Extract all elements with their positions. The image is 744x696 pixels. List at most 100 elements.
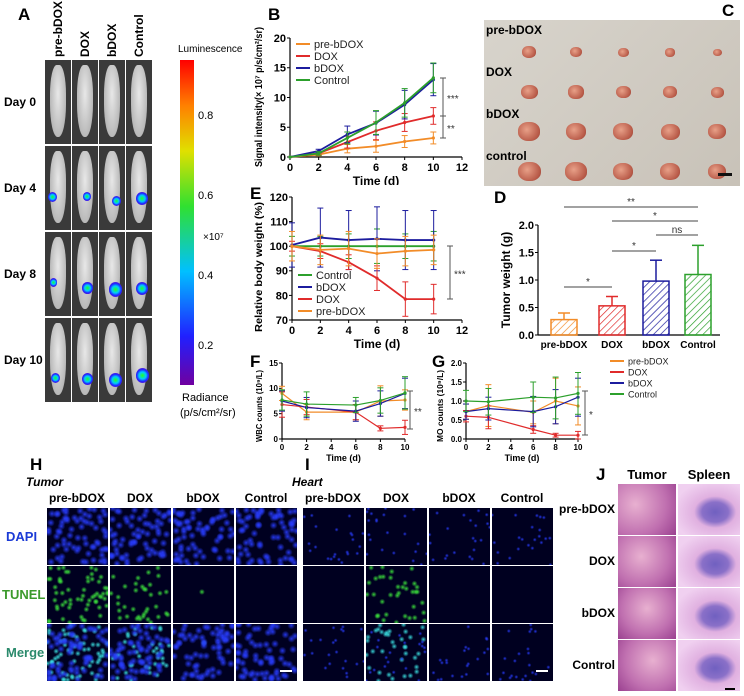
heart-tunel-image bbox=[366, 566, 427, 623]
mouse-image bbox=[99, 232, 125, 316]
x-axis-label: Time (d) bbox=[505, 453, 540, 463]
x-axis-label: Time (d) bbox=[326, 453, 361, 463]
legend-label: Control bbox=[628, 389, 657, 399]
mouse-body bbox=[49, 323, 67, 396]
tumor-photo: pre-bDOX DOX bDOX control bbox=[484, 20, 740, 186]
y-tick-label: 2.0 bbox=[519, 220, 534, 232]
x-tick-label: 10 bbox=[428, 325, 440, 337]
x-tick-label: 4 bbox=[329, 443, 334, 452]
data-point bbox=[431, 136, 435, 140]
panel-i-label: I bbox=[305, 455, 310, 474]
luminescence-signal bbox=[108, 372, 122, 387]
data-point bbox=[403, 139, 407, 144]
tumor-group-header: pre-bDOX bbox=[48, 491, 106, 505]
mouse-image bbox=[126, 318, 152, 402]
legend-item: Control bbox=[610, 389, 657, 399]
mouse-body bbox=[76, 237, 94, 310]
histology-row-label: pre-bDOX bbox=[558, 502, 615, 516]
data-point bbox=[432, 248, 436, 252]
y-tick-label: 120 bbox=[270, 192, 288, 204]
series-DOX bbox=[289, 240, 437, 317]
tumor-specimen bbox=[566, 123, 586, 140]
heart-merge-image bbox=[303, 624, 364, 681]
legend-item: bDOX bbox=[296, 63, 345, 75]
y-tick-label: 90 bbox=[276, 266, 288, 278]
tumor-histology-image bbox=[618, 536, 676, 587]
data-point bbox=[531, 395, 535, 399]
x-tick-label: 4 bbox=[509, 443, 514, 452]
data-point bbox=[431, 76, 435, 80]
day-label: Day 8 bbox=[4, 267, 37, 281]
mouse-image bbox=[72, 318, 98, 402]
y-tick-label: 70 bbox=[276, 315, 288, 327]
x-tick-label: 8 bbox=[402, 162, 408, 174]
category-label: pre-bDOX bbox=[541, 340, 588, 351]
tumor-specimen bbox=[565, 162, 587, 181]
data-point bbox=[375, 276, 379, 280]
tumor-dapi-image bbox=[110, 508, 171, 565]
data-point bbox=[531, 427, 535, 432]
category-label: bDOX bbox=[642, 340, 670, 351]
colorbar-scale: ×10⁷ bbox=[203, 232, 224, 243]
heart-merge-image bbox=[492, 624, 553, 681]
histology-row-label: DOX bbox=[588, 554, 615, 568]
bar-bDOX bbox=[642, 259, 670, 336]
heart-group-header: Control bbox=[500, 491, 544, 505]
series-bDOX bbox=[288, 63, 437, 159]
tumor-merge-image bbox=[173, 624, 234, 681]
tumor-merge-image bbox=[236, 624, 297, 681]
data-point bbox=[374, 144, 378, 148]
significance-mark: ** bbox=[627, 197, 635, 208]
tumor-histology-image bbox=[618, 588, 676, 639]
legend-label: pre-bDOX bbox=[316, 306, 366, 318]
legend-label: DOX bbox=[314, 51, 339, 63]
luminescence-signal bbox=[135, 368, 149, 383]
legend-label: Control bbox=[314, 75, 349, 87]
spleen-histology-image bbox=[678, 536, 740, 587]
histology-col-header: Spleen bbox=[687, 467, 731, 482]
tumor-group-header: bDOX bbox=[186, 491, 220, 505]
significance-mark: * bbox=[632, 241, 636, 252]
data-point bbox=[280, 398, 284, 402]
heart-dapi-image bbox=[366, 508, 427, 565]
panel-a-label: A bbox=[18, 5, 31, 24]
legend-item: pre-bDOX bbox=[610, 356, 669, 366]
x-axis-label: Time (d) bbox=[353, 174, 399, 185]
series-line bbox=[281, 392, 406, 406]
series-line bbox=[465, 396, 579, 413]
x-tick-label: 4 bbox=[346, 325, 353, 337]
x-tick-label: 10 bbox=[574, 443, 583, 452]
mouse-image bbox=[99, 318, 125, 402]
significance-mark: ** bbox=[414, 407, 422, 418]
mouse-image bbox=[45, 318, 71, 402]
x-tick-label: 12 bbox=[456, 162, 468, 174]
significance-mark: * bbox=[653, 211, 657, 222]
legend-item: DOX bbox=[298, 294, 341, 306]
panel-i-tissue: Heart bbox=[292, 475, 323, 489]
legend-label: bDOX bbox=[628, 378, 653, 388]
luminescence-signal bbox=[50, 372, 60, 383]
series-line bbox=[291, 236, 434, 246]
x-tick-label: 6 bbox=[373, 162, 379, 174]
y-tick-label: 100 bbox=[270, 241, 288, 253]
chart-d: D 0.0 0.5 1.0 1.5 2.0 Tumor weight (g) pre-bDOX… bbox=[494, 188, 720, 351]
luminescence-signal bbox=[112, 196, 122, 207]
data-point bbox=[403, 391, 407, 395]
mouse-body bbox=[130, 151, 148, 224]
data-point bbox=[347, 247, 351, 251]
colorbar-tick: 0.8 bbox=[198, 110, 214, 122]
y-tick-label: 5 bbox=[274, 409, 279, 418]
data-point bbox=[345, 136, 349, 140]
chart-g: G 0 2 4 6 8 10 0.0 0.5 1.0 1.5 2.0 Time (d) MO counts… bbox=[432, 352, 669, 463]
luminescence-signal bbox=[83, 192, 91, 201]
tumor-row-label: bDOX bbox=[486, 107, 520, 121]
tumor-specimen bbox=[665, 48, 675, 57]
data-point bbox=[432, 297, 436, 301]
heart-dapi-image bbox=[303, 508, 364, 565]
spleen-histology-image bbox=[678, 484, 740, 535]
x-tick-label: 8 bbox=[402, 325, 408, 337]
y-axis-label: Tumor weight (g) bbox=[499, 232, 513, 328]
x-tick-label: 0 bbox=[280, 443, 285, 452]
legend-item: Control bbox=[296, 75, 349, 87]
mouse-body bbox=[103, 237, 121, 310]
